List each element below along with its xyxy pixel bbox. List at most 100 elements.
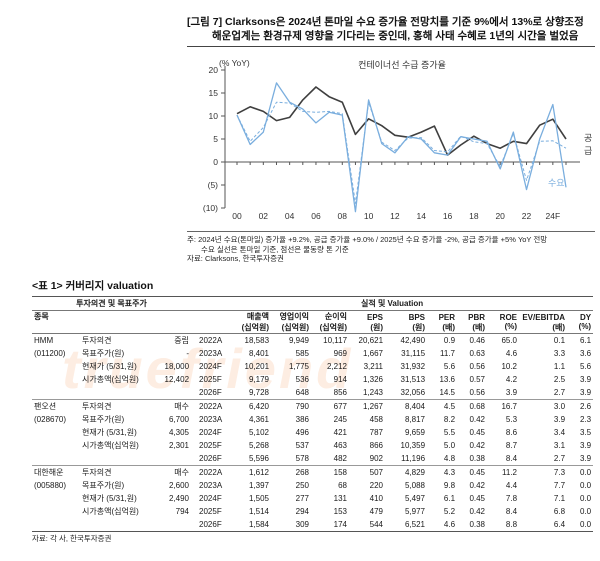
metric-value: 969 bbox=[333, 349, 348, 358]
x-tick-label: 22 bbox=[522, 211, 532, 221]
company-name bbox=[32, 373, 80, 386]
table-row: 팬오션 투자의견 매수 2022A 6,420 790 677 1,267 8,404 4.5 0.… bbox=[32, 399, 594, 413]
metric-value: 7.3 bbox=[519, 465, 568, 479]
metric-value: 479 bbox=[369, 507, 384, 516]
group-header-right: 실적 및 Valuation bbox=[191, 296, 594, 311]
col-unit: (십억원) bbox=[311, 322, 350, 334]
row-value bbox=[148, 386, 191, 400]
metric-value: 277 bbox=[295, 494, 310, 503]
metric-value: 0.38 bbox=[469, 454, 486, 463]
series-demand-tonmile bbox=[236, 82, 567, 213]
metric-value: 4.5 bbox=[427, 399, 458, 413]
col-header: DY bbox=[579, 313, 592, 322]
metric-value: 544 bbox=[369, 520, 384, 529]
fiscal-year: 2025F bbox=[199, 375, 222, 384]
metric-value: 0.38 bbox=[469, 520, 486, 529]
row-label bbox=[80, 386, 148, 400]
metric-value: 3.6 bbox=[579, 349, 592, 358]
company-name: 대한해운 bbox=[32, 465, 80, 479]
metric-value: 0.45 bbox=[469, 494, 486, 503]
metric-value: 0.45 bbox=[457, 465, 488, 479]
fiscal-year: 2024F bbox=[199, 362, 222, 371]
metric-value: 11.7 bbox=[440, 349, 456, 358]
table-source: 자료: 각 사, 한국투자증권 bbox=[32, 534, 112, 543]
metric-value: 3.0 bbox=[519, 399, 568, 413]
metric-value: 4.6 bbox=[505, 349, 518, 358]
metric-value: 4.2 bbox=[505, 375, 518, 384]
group-header-row: 투자의견 및 목표주가 실적 및 Valuation bbox=[32, 296, 594, 311]
metric-value: 0.0 bbox=[567, 465, 594, 479]
metric-value: 8.2 bbox=[443, 415, 456, 424]
y-tick-label: (5) bbox=[208, 180, 219, 190]
col-header: 매출액 bbox=[246, 312, 270, 321]
table-row: 시가총액(십억원) 2,301 2025F 5,268 537 463 866 10,359 5… bbox=[32, 439, 593, 452]
fiscal-year: 2026F bbox=[199, 520, 222, 529]
col-unit: (배) bbox=[427, 322, 458, 334]
y-tick-label: 10 bbox=[209, 111, 219, 121]
metric-value: 31,115 bbox=[401, 349, 426, 358]
col-header: BPS bbox=[408, 313, 426, 322]
x-tick-label: 08 bbox=[338, 211, 348, 221]
group-header-left: 투자의견 및 목표주가 bbox=[32, 296, 192, 311]
legend-demand-label: 수요 bbox=[548, 178, 565, 188]
x-tick-label: 00 bbox=[232, 211, 242, 221]
x-tick-label: 14 bbox=[417, 211, 427, 221]
metric-value: 131 bbox=[333, 494, 348, 503]
table-row: HMM 투자의견 중립 2022A 18,583 9,949 10,117 20,621 42,… bbox=[32, 334, 593, 348]
row-label: 목표주가(원) bbox=[82, 481, 125, 490]
metric-value: 787 bbox=[369, 428, 384, 437]
metric-value: 10,359 bbox=[400, 441, 426, 450]
company-name: HMM bbox=[34, 336, 54, 345]
metric-value: 4.3 bbox=[427, 465, 458, 479]
metric-value: 42,490 bbox=[400, 336, 426, 345]
metric-value: 6.1 bbox=[443, 494, 456, 503]
row-label: 투자의견 bbox=[82, 336, 112, 345]
metric-value: 2.5 bbox=[553, 375, 566, 384]
coverage-valuation-table: 투자의견 및 목표주가 실적 및 Valuation 종목 매출액 영업이익 순이익 E… bbox=[32, 296, 594, 532]
metric-value: 536 bbox=[295, 375, 310, 384]
y-tick-label: 0 bbox=[213, 157, 218, 167]
metric-value: 866 bbox=[369, 441, 384, 450]
col-header: ROE bbox=[499, 313, 518, 322]
chart-unit-label: (% YoY) bbox=[219, 58, 250, 68]
metric-value: 7.7 bbox=[553, 481, 566, 490]
metric-value: 10.2 bbox=[501, 362, 518, 371]
y-tick-label: (10) bbox=[203, 203, 218, 213]
row-label: 목표주가(원) bbox=[82, 415, 125, 424]
fiscal-year: 2024F bbox=[199, 428, 222, 437]
table-row: 2026F 5,596 578 482 902 11,196 4.8 0.38 8.4 2.7 3.… bbox=[32, 452, 593, 466]
metric-value: 6,420 bbox=[227, 399, 272, 413]
metric-value: 0.0 bbox=[579, 507, 592, 516]
row-value: 2,600 bbox=[168, 481, 190, 490]
row-label: 시가총액(십억원) bbox=[82, 507, 139, 516]
metric-value: 174 bbox=[333, 520, 348, 529]
table-row: 현재가 (5/31,원) 4,305 2024F 5,102 496 421 787 9,65… bbox=[32, 426, 593, 439]
table-row: 대한해운 투자의견 매수 2022A 1,612 268 158 507 4,829 4.3 0.4… bbox=[32, 465, 594, 479]
legend-supply-label: 공급 bbox=[584, 133, 593, 156]
metric-value: 250 bbox=[295, 481, 310, 490]
note-line-2: 수요 실선은 톤마일 기준, 점선은 물동량 톤 기준 bbox=[201, 244, 349, 254]
company-name bbox=[32, 426, 80, 439]
x-tick-label: 18 bbox=[469, 211, 479, 221]
y-tick-label: 15 bbox=[209, 88, 219, 98]
metric-value: 3.4 bbox=[553, 428, 566, 437]
metric-value: 0.42 bbox=[469, 441, 486, 450]
metric-value: 1,397 bbox=[248, 481, 270, 490]
metric-value: 1,505 bbox=[248, 494, 270, 503]
table-row: (011200) 목표주가(원) -2023A 8,401 585 969 1,667 31,… bbox=[32, 347, 593, 360]
metric-value: 18,583 bbox=[244, 336, 270, 345]
row-value: 12,402 bbox=[164, 375, 190, 384]
row-label: 투자의견 bbox=[80, 399, 148, 413]
metric-value: 6.4 bbox=[553, 520, 566, 529]
title-divider bbox=[187, 46, 595, 47]
metric-value: 0.63 bbox=[469, 349, 486, 358]
metric-value: 386 bbox=[295, 415, 310, 424]
figure-title-line1: [그림 7] Clarksons은 2024년 톤마일 수요 증가율 전망치를 … bbox=[187, 16, 584, 28]
col-header: 순이익 bbox=[324, 312, 348, 321]
metric-value: 8.8 bbox=[505, 520, 518, 529]
metric-value: 3.9 bbox=[505, 388, 518, 397]
company-name bbox=[32, 452, 80, 466]
metric-value: 0.42 bbox=[469, 481, 486, 490]
row-value: 중립 bbox=[174, 336, 190, 345]
x-tick-label: 24F bbox=[546, 211, 561, 221]
